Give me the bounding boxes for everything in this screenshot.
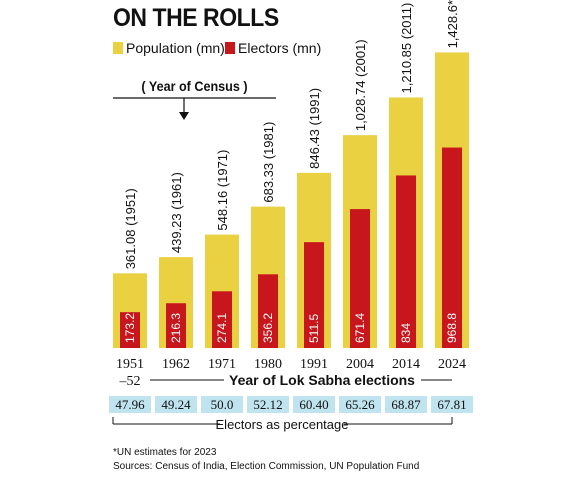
- electors-bar: [442, 147, 462, 348]
- percentage-box: [155, 396, 197, 413]
- sources: Sources: Census of India, Election Commi…: [113, 461, 420, 472]
- electors-label: 834: [399, 323, 413, 343]
- electors-label: 671.4: [353, 313, 367, 343]
- population-label: 1,028.74 (2001): [353, 39, 368, 131]
- percentage-value: 50.0: [211, 397, 234, 412]
- legend-item-population: Population (mn): [113, 40, 225, 56]
- population-label: 1,428.6* (2023): [445, 0, 460, 48]
- electors-label: 173.2: [123, 313, 137, 343]
- percentage-box: [339, 396, 381, 413]
- percentage-value: 60.40: [299, 397, 328, 412]
- population-label: 361.08 (1951): [123, 188, 138, 269]
- electors-bar: [258, 274, 278, 348]
- electors-bar: [212, 291, 232, 348]
- chart-title: ON THE ROLLS: [113, 4, 279, 32]
- x-tick-label: 2004: [346, 357, 374, 372]
- population-label: 548.16 (1971): [215, 150, 230, 231]
- legend-label-population: Population (mn): [126, 40, 225, 56]
- electors-bar: [350, 209, 370, 348]
- x-tick-label: 2014: [392, 357, 420, 372]
- x-tick-label: 1991: [300, 357, 328, 372]
- percentage-value: 65.26: [345, 397, 375, 412]
- percentage-value: 67.81: [437, 397, 466, 412]
- x-axis-title: Year of Lok Sabha elections: [229, 372, 415, 388]
- population-label: 439.23 (1961): [169, 172, 184, 253]
- x-tick-label: 1951: [116, 357, 144, 372]
- population-label: 683.33 (1981): [261, 122, 276, 203]
- electors-label: 968.8: [445, 313, 459, 343]
- x-tick-label: 1980: [254, 357, 282, 372]
- percentage-value: 49.24: [161, 397, 191, 412]
- electors-label: 216.3: [169, 313, 183, 343]
- percentage-box: [201, 396, 243, 413]
- electors-label: 356.2: [261, 313, 275, 343]
- percentage-box: [247, 396, 289, 413]
- percentage-value: 52.12: [253, 397, 282, 412]
- percentage-value: 47.96: [115, 397, 145, 412]
- percentage-box: [293, 396, 335, 413]
- electors-label: 511.5: [307, 314, 321, 343]
- footnote: *UN estimates for 2023: [113, 447, 217, 458]
- electors-bar: [166, 303, 186, 348]
- census-year-label: ( Year of Census ): [141, 78, 248, 94]
- legend-item-electors: Electors (mn): [225, 40, 321, 56]
- electors-bar: [396, 175, 416, 348]
- percentage-box: [109, 396, 151, 413]
- percentage-caption: Electors as percentage: [216, 417, 349, 432]
- census-arrow-head: [179, 112, 189, 120]
- x-tick-label: 1971: [208, 357, 236, 372]
- population-label: 846.43 (1991): [307, 88, 322, 169]
- population-label: 1,210.85 (2011): [399, 3, 414, 94]
- legend-label-electors: Electors (mn): [238, 40, 322, 56]
- electors-bar: [304, 242, 324, 348]
- x-tick-sublabel: –52: [119, 374, 141, 389]
- percentage-value: 68.87: [391, 397, 421, 412]
- legend-swatch-population: [113, 42, 123, 54]
- percentage-box: [431, 396, 473, 413]
- electors-bar: [120, 312, 140, 348]
- percentage-box: [385, 396, 427, 413]
- x-tick-label: 1962: [162, 357, 190, 372]
- electors-label: 274.1: [215, 313, 229, 343]
- legend-swatch-electors: [225, 42, 235, 54]
- x-tick-label: 2024: [438, 357, 466, 372]
